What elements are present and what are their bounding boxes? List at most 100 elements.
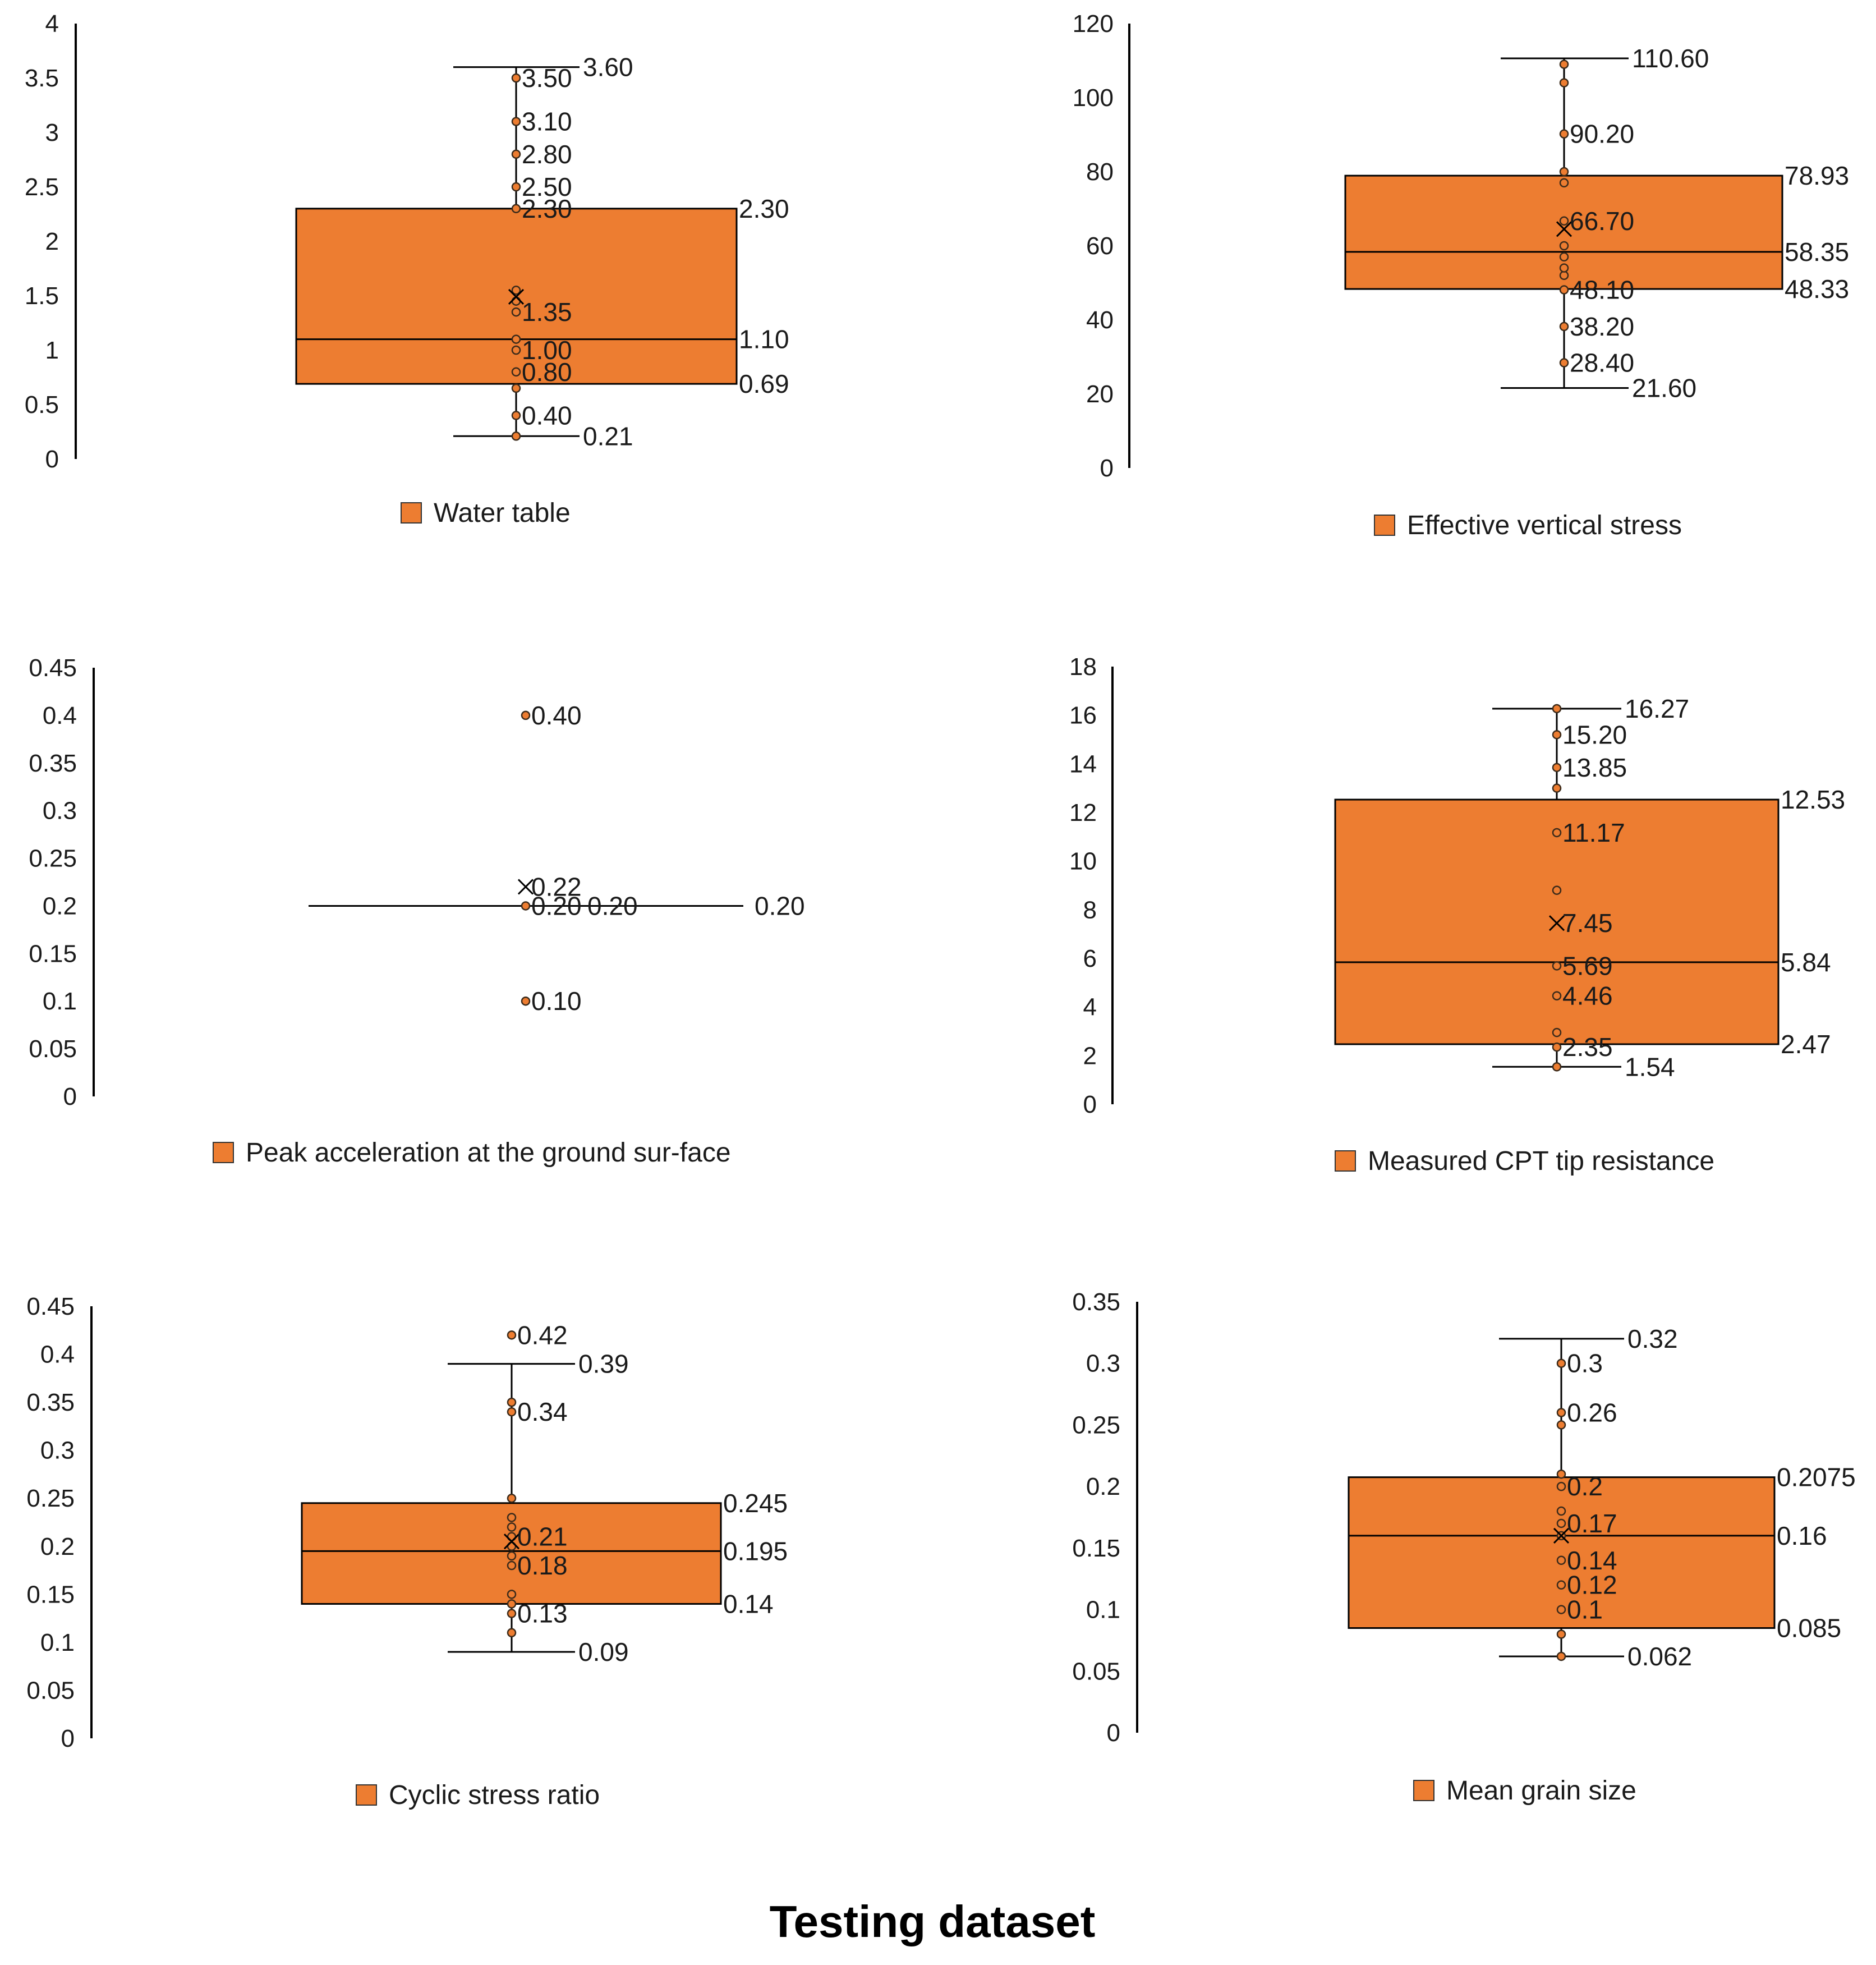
- data-point: [1552, 991, 1562, 1000]
- data-label: 0.40: [522, 401, 572, 430]
- data-label: 7.45: [1562, 908, 1613, 938]
- box-chart-6: 0 0.05 0.1 0.15 0.2 0.25 0.3 0.35 0.32 0.2075 0.16…: [1072, 1288, 1855, 1806]
- data-label: 0.32: [1627, 1324, 1678, 1353]
- data-point: [1552, 828, 1562, 838]
- charts-group: 0 0.5 1 1.5 2 2.5 3 3.5 4 3.60 2.30 1.10 0.69 0.21 3.5…: [25, 10, 1856, 1810]
- data-point: [507, 1560, 517, 1571]
- data-point: [521, 996, 531, 1006]
- data-point: [511, 431, 521, 441]
- data-label: 0.21: [583, 421, 633, 451]
- y-tick-label: 0.2: [40, 1533, 75, 1560]
- y-tick-label: 0: [1107, 1719, 1120, 1747]
- data-label: 0.21: [517, 1522, 568, 1551]
- y-tick-label: 2: [1083, 1042, 1097, 1069]
- y-tick-label: 16: [1069, 702, 1097, 729]
- data-label: 66.70: [1570, 206, 1634, 236]
- data-point: [1552, 730, 1562, 740]
- data-label: 48.33: [1785, 274, 1849, 304]
- data-point: [1559, 358, 1569, 368]
- data-point: [507, 1493, 517, 1503]
- data-label: 0.2: [1567, 1472, 1603, 1501]
- legend-label: Cyclic stress ratio: [389, 1780, 600, 1810]
- data-label: 0.2075: [1777, 1463, 1856, 1492]
- legend-swatch: [1374, 515, 1395, 536]
- data-point: [1552, 885, 1562, 895]
- y-tick-label: 0.15: [26, 1581, 75, 1608]
- data-label: 0.10: [531, 986, 582, 1016]
- data-label: 0.20: [755, 891, 805, 920]
- data-point: [1559, 216, 1569, 226]
- data-point: [1552, 961, 1562, 971]
- y-tick-label: 3.5: [25, 65, 59, 92]
- y-tick-label: 8: [1083, 896, 1097, 924]
- y-tick-label: 0.2: [1086, 1473, 1120, 1500]
- data-label: 0.22: [531, 872, 582, 901]
- data-label: 0.1: [1567, 1595, 1603, 1624]
- data-label: 2.47: [1781, 1030, 1831, 1059]
- legend-label: Measured CPT tip resistance: [1368, 1146, 1714, 1176]
- data-point: [1556, 1518, 1566, 1528]
- data-point: [1559, 167, 1569, 177]
- data-label: 0.3: [1567, 1349, 1603, 1378]
- data-point: [1559, 322, 1569, 332]
- data-point: [1556, 1469, 1566, 1479]
- box-chart-4: 0 2 4 6 8 10 12 14 16 18 16.27 12.53 5.84 2.47 1.54 15.…: [1069, 653, 1845, 1176]
- data-point: [1559, 59, 1569, 69]
- data-label: 2.80: [522, 140, 572, 169]
- data-label: 0.20: [587, 891, 638, 920]
- box-chart-3: 00.050.10.150.20.250.30.350.40.450.200.2…: [29, 654, 804, 1168]
- data-point: [1556, 1555, 1566, 1565]
- data-label: 12.53: [1781, 785, 1845, 814]
- y-tick-label: 0.4: [43, 702, 77, 729]
- y-tick-label: 0.45: [26, 1293, 75, 1320]
- data-label: 5.69: [1562, 951, 1613, 980]
- legend-swatch: [213, 1142, 234, 1163]
- data-label: 3.50: [522, 63, 572, 93]
- data-label: 1.54: [1625, 1052, 1675, 1081]
- y-tick-label: 3: [45, 119, 59, 146]
- data-label: 0.09: [578, 1637, 629, 1666]
- y-tick-label: 0.05: [29, 1035, 77, 1063]
- data-point: [511, 334, 521, 344]
- data-label: 3.10: [522, 107, 572, 136]
- data-point: [511, 204, 521, 214]
- data-label: 0.16: [1777, 1521, 1827, 1550]
- data-point: [511, 307, 521, 317]
- data-label: 0.69: [739, 369, 789, 398]
- figure-title: Testing dataset: [770, 1897, 1096, 1946]
- data-label: 16.27: [1625, 694, 1689, 723]
- y-tick-label: 0: [61, 1725, 75, 1752]
- data-point: [511, 286, 521, 295]
- data-label: 2.35: [1562, 1032, 1613, 1062]
- data-point: [507, 1599, 517, 1609]
- mean-marker: [1548, 915, 1565, 931]
- y-tick-label: 0.2: [43, 892, 77, 920]
- y-tick-label: 1: [45, 337, 59, 364]
- data-label: 21.60: [1632, 373, 1696, 402]
- data-point: [507, 1397, 517, 1407]
- data-point: [511, 73, 521, 83]
- data-point: [1552, 1027, 1562, 1037]
- data-label: 0.34: [517, 1397, 568, 1426]
- y-tick-label: 0.35: [1072, 1288, 1120, 1316]
- iqr-box: [1348, 1476, 1776, 1629]
- legend-label: Mean grain size: [1446, 1776, 1636, 1806]
- y-tick-label: 0: [1083, 1091, 1097, 1118]
- data-label: 0.13: [517, 1599, 568, 1628]
- y-tick-label: 1.5: [25, 282, 59, 310]
- y-tick-label: 60: [1086, 232, 1114, 260]
- data-point: [1552, 1062, 1562, 1072]
- data-label: 0.80: [522, 357, 572, 387]
- y-tick-label: 0.15: [1072, 1535, 1120, 1562]
- data-label: 0.20: [531, 891, 582, 920]
- data-point: [507, 1522, 517, 1532]
- y-tick-label: 100: [1073, 84, 1114, 112]
- data-label: 11.17: [1562, 818, 1625, 847]
- box-chart-5: 0 0.05 0.1 0.15 0.2 0.25 0.3 0.35 0.4 0.45 0.39 0.2…: [26, 1293, 788, 1810]
- y-tick-label: 0.3: [40, 1437, 75, 1464]
- legend-label: Effective vertical stress: [1407, 511, 1682, 540]
- iqr-box: [1334, 798, 1780, 1045]
- data-point: [1559, 241, 1569, 251]
- data-label: 58.35: [1785, 237, 1849, 267]
